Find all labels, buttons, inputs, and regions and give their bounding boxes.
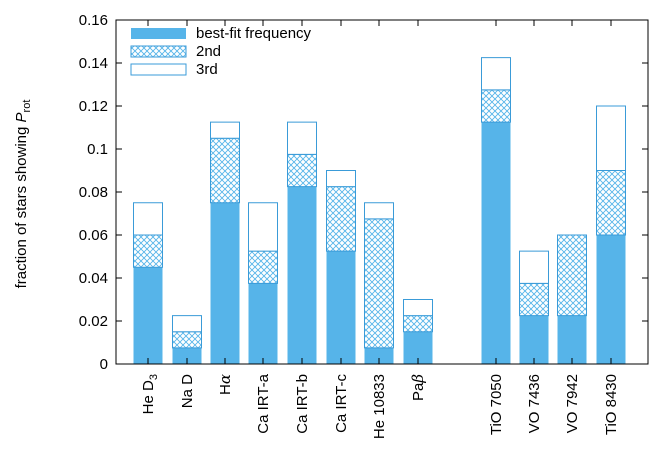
bar-outline-7	[364, 202, 394, 220]
bar-solid-7	[364, 347, 394, 364]
bar-outline-12	[596, 105, 626, 171]
x-tick-label-3: Hα	[216, 374, 234, 395]
bar-hatched-3	[210, 137, 240, 204]
legend-label-2: 2nd	[196, 43, 221, 60]
bar-solid-6	[326, 251, 356, 364]
bar-outline-6	[326, 170, 356, 188]
bar-solid-12	[596, 235, 626, 364]
y-axis-title: fraction of stars showing Prot	[13, 100, 33, 289]
x-tick-label-12: TiO 8430	[603, 374, 620, 435]
x-tick-label-6: Ca IRT-c	[333, 374, 350, 433]
y-tick-label: 0.12	[79, 98, 108, 115]
bar-outline-9	[481, 57, 511, 91]
legend-swatch-outline	[130, 63, 187, 76]
bar-hatched-12	[596, 170, 626, 236]
bar-outline-8	[403, 299, 433, 317]
legend-label-3: 3rd	[196, 61, 218, 78]
x-tick-label-2: Na D	[179, 374, 196, 408]
bar-solid-9	[481, 122, 511, 364]
bar-hatched-11	[557, 234, 587, 317]
x-tick-label-1: He D3	[140, 374, 160, 414]
bar-hatched-8	[403, 315, 433, 333]
bar-solid-11	[557, 315, 587, 364]
bar-outline-5	[287, 121, 317, 155]
bar-outline-1	[133, 202, 163, 236]
bar-hatched-5	[287, 153, 317, 188]
bar-solid-4	[248, 283, 278, 364]
bar-hatched-4	[248, 250, 278, 284]
y-tick-label: 0	[100, 356, 108, 373]
bar-outline-4	[248, 202, 278, 252]
bar-outline-10	[519, 250, 549, 284]
legend-swatch-hatched	[130, 45, 187, 58]
bar-solid-2	[172, 347, 202, 364]
bar-solid-3	[210, 202, 240, 364]
bar-hatched-2	[172, 331, 202, 349]
bars	[133, 57, 626, 364]
bar-hatched-6	[326, 186, 356, 252]
x-tick-label-8: Paβ	[409, 374, 427, 401]
bar-hatched-1	[133, 234, 163, 268]
bar-outline-3	[210, 121, 240, 139]
x-tick-label-9: TiO 7050	[488, 374, 505, 435]
bar-hatched-10	[519, 282, 549, 317]
y-tick-label: 0.04	[79, 270, 108, 287]
y-tick-label: 0.16	[79, 12, 108, 29]
x-tick-label-7: He 10833	[371, 374, 388, 439]
y-tick-label: 0.08	[79, 184, 108, 201]
axes: 0 0.02 0.04 0.06 0.08 0.1 0.12 0.14 0.16 He D3 Na …	[79, 12, 649, 439]
bar-outline-2	[172, 315, 202, 333]
legend-label-1: best-fit frequency	[196, 25, 312, 42]
bar-solid-1	[133, 267, 163, 364]
x-tick-label-10: VO 7436	[526, 374, 543, 433]
bar-solid-10	[519, 315, 549, 364]
y-tick-label: 0.14	[79, 55, 108, 72]
y-tick-label: 0.02	[79, 313, 108, 330]
x-tick-label-4: Ca IRT-a	[255, 373, 272, 433]
y-tick-label: 0.06	[79, 227, 108, 244]
x-tick-label-5: Ca IRT-b	[294, 374, 311, 434]
bar-hatched-9	[481, 89, 511, 123]
y-tick-label: 0.1	[87, 141, 108, 158]
legend-swatch-solid	[131, 28, 186, 39]
bar-hatched-7	[364, 218, 394, 349]
bar-solid-5	[287, 186, 317, 364]
x-tick-label-11: VO 7942	[564, 374, 581, 433]
